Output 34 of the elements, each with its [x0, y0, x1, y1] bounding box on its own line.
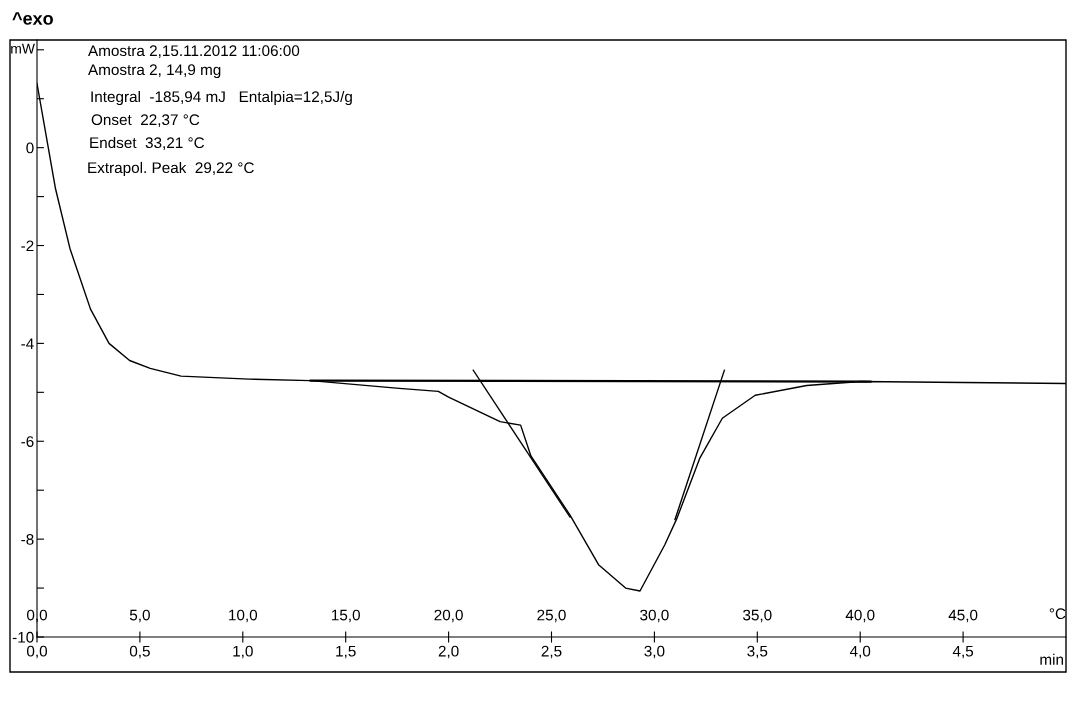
- x-tick-label: 35,0: [743, 609, 772, 623]
- x-tick-label: 45,0: [948, 609, 978, 623]
- annotation: Amostra 2,15.11.2012 11:06:00: [88, 45, 300, 58]
- x-tick-label: 40,0: [845, 609, 875, 623]
- x2-axis-title: min: [1040, 653, 1064, 665]
- y-tick-label: 0: [26, 142, 34, 154]
- x2-tick-label: 1,5: [336, 645, 356, 659]
- x2-tick-label: 0,5: [129, 645, 150, 659]
- annotation: Amostra 2, 14,9 mg: [88, 64, 221, 79]
- x2-tick-label: 2,5: [541, 645, 562, 659]
- x2-tick-label: 4,5: [952, 645, 974, 659]
- y-tick-label: -8: [21, 534, 34, 545]
- x2-tick-label: 2,0: [438, 645, 459, 659]
- x-tick-label: 25,0: [537, 609, 566, 623]
- x2-tick-label: 1,0: [233, 645, 253, 659]
- x-tick-label: 15,0: [332, 609, 360, 623]
- x-tick-label: 5,0: [129, 609, 150, 623]
- y-tick-label: -4: [21, 338, 34, 349]
- y-tick-label: -6: [21, 436, 34, 447]
- chart-title: ^exo: [12, 12, 53, 25]
- annotation: Integral -185,94 mJ Entalpia=12,5J/g: [91, 90, 352, 106]
- x2-tick-label: 3,5: [747, 645, 768, 659]
- x2-tick-label: 0,0: [26, 645, 48, 659]
- x-tick-label: 10,0: [229, 609, 258, 623]
- annotation: Extrapol. Peak 29,22 °C: [88, 161, 254, 177]
- annotation: Endset 33,21 °C: [90, 136, 205, 150]
- x-tick-label: 20,0: [434, 609, 463, 623]
- x2-tick-label: 3,0: [644, 645, 665, 659]
- y-tick-label: -2: [21, 240, 34, 252]
- y-axis-title: mW: [11, 43, 35, 54]
- x-tick-label: 30,0: [640, 609, 669, 623]
- annotation: Onset 22,37 °C: [91, 114, 200, 127]
- y-tick-label: -10: [12, 631, 34, 643]
- x2-tick-label: 4,0: [849, 645, 871, 659]
